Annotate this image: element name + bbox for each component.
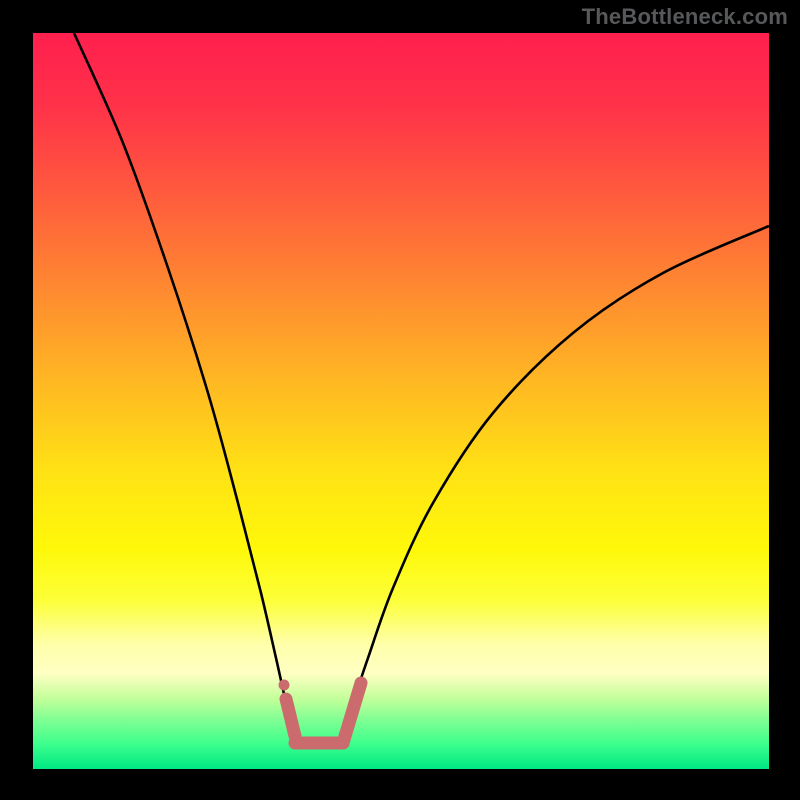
bottleneck-curve xyxy=(74,33,769,703)
plot-area xyxy=(33,33,769,769)
highlight-segment xyxy=(279,680,362,744)
curve-layer xyxy=(33,33,769,769)
watermark-text: TheBottleneck.com xyxy=(582,4,788,30)
chart-canvas: TheBottleneck.com xyxy=(0,0,800,800)
